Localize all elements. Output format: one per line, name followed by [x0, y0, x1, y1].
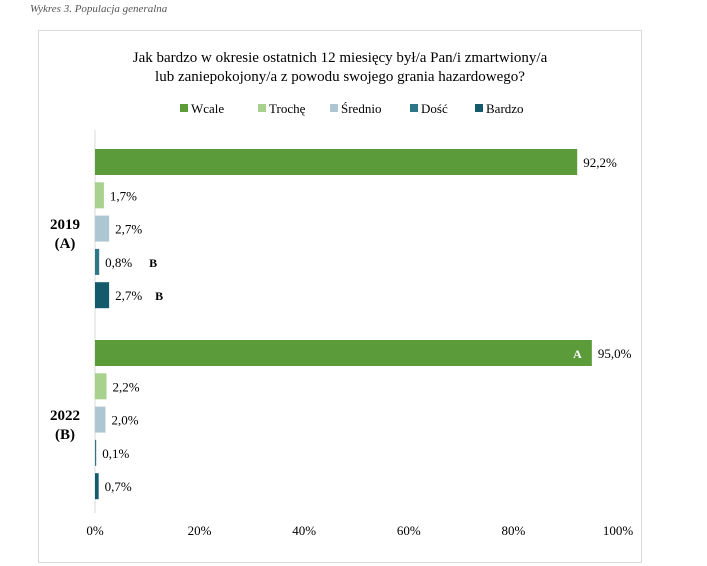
data-label: 0,1% — [102, 446, 129, 461]
legend-label: Wcale — [191, 101, 224, 116]
legend-label: Średnio — [341, 101, 381, 116]
chart-frame — [38, 30, 642, 563]
x-tick-label: 100% — [603, 523, 634, 538]
chart-title: Jak bardzo w okresie ostatnich 12 miesię… — [133, 50, 548, 66]
legend-label: Trochę — [269, 101, 306, 116]
bar — [95, 182, 104, 209]
bar — [95, 282, 110, 309]
data-label: 0,8% — [105, 255, 132, 270]
data-label: 1,7% — [110, 188, 137, 203]
legend-swatch — [330, 104, 338, 112]
significance-label: B — [149, 256, 157, 270]
legend-label: Bardzo — [486, 101, 524, 116]
data-label: 0,7% — [105, 479, 132, 494]
x-tick-label: 40% — [292, 523, 316, 538]
data-label: 95,0% — [598, 346, 632, 361]
data-label: 2,0% — [111, 413, 138, 428]
bar — [95, 439, 97, 466]
data-label: 2,7% — [115, 288, 142, 303]
data-label: 2,2% — [113, 379, 140, 394]
group-label: (A) — [55, 236, 76, 252]
bar — [95, 248, 100, 275]
legend-swatch — [258, 104, 266, 112]
group-label: 2019 — [50, 217, 80, 233]
bar — [95, 406, 106, 433]
x-tick-label: 20% — [188, 523, 212, 538]
legend-swatch — [410, 104, 418, 112]
group-label: (B) — [55, 427, 75, 443]
group-label: 2022 — [50, 408, 80, 424]
figure-caption: Wykres 3. Populacja generalna — [30, 3, 168, 15]
bar — [95, 373, 107, 400]
significance-label: B — [155, 289, 163, 303]
legend-swatch — [180, 104, 188, 112]
bar — [95, 215, 110, 242]
x-tick-label: 0% — [86, 523, 104, 538]
data-label: 92,2% — [583, 155, 617, 170]
bar — [95, 473, 99, 500]
data-label: 2,7% — [115, 222, 142, 237]
significance-label: A — [573, 347, 582, 361]
legend-swatch — [475, 104, 483, 112]
bar — [95, 340, 592, 366]
x-tick-label: 60% — [397, 523, 421, 538]
x-tick-label: 80% — [501, 523, 525, 538]
bar — [95, 149, 578, 175]
chart-title: lub zaniepokojony/a z powodu swojego gra… — [155, 69, 525, 85]
legend-label: Dość — [421, 101, 448, 116]
